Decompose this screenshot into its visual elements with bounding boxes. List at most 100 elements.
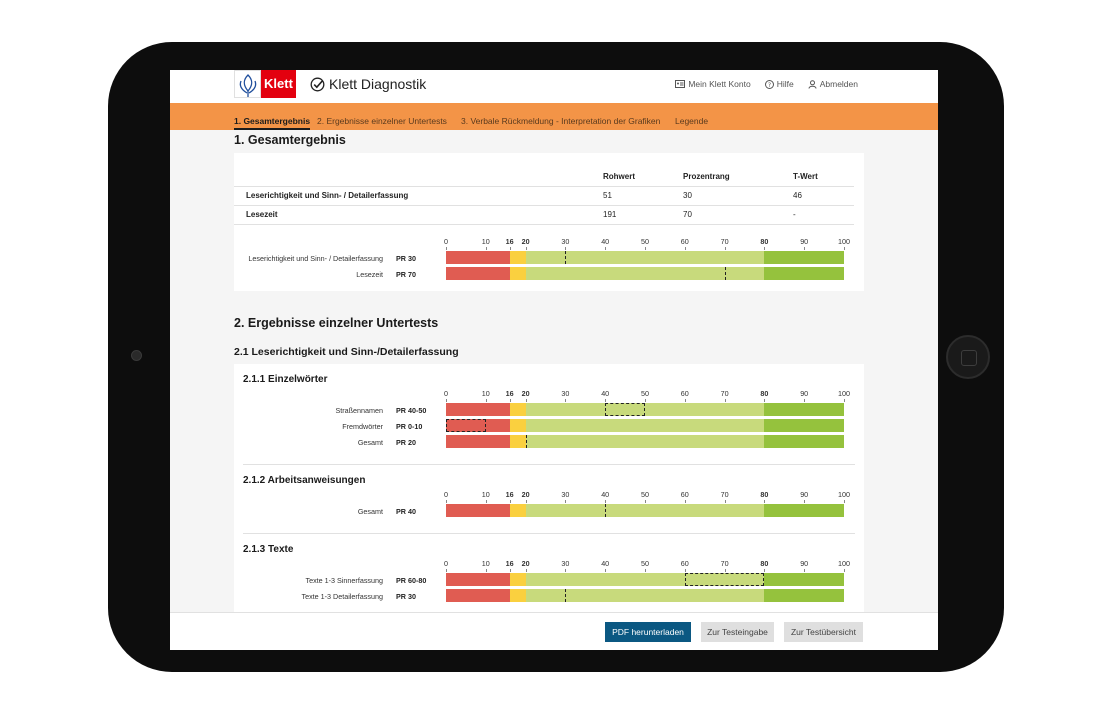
- scale-tick-label: 0: [444, 389, 448, 398]
- bar-segment: [525, 435, 765, 448]
- tab-bar: 1. Gesamtergebnis 2. Ergebnisse einzelne…: [170, 103, 938, 130]
- col-header-twert: T-Wert: [793, 172, 818, 181]
- check-circle-icon: [310, 77, 325, 92]
- percentile-bar: [446, 504, 844, 517]
- bar-segment: [509, 419, 526, 432]
- scale-tick-mark: [565, 247, 567, 250]
- scale-tick-mark: [565, 569, 567, 572]
- scale-tick-label: 0: [444, 559, 448, 568]
- help-icon: ?: [764, 79, 774, 89]
- table-divider: [234, 205, 854, 206]
- tab-legende[interactable]: Legende: [675, 116, 709, 126]
- bar-segment: [764, 573, 844, 586]
- bar-label: Texte 1-3 Detailerfassung: [301, 592, 383, 601]
- scale-tick-mark: [509, 399, 511, 402]
- leaf-icon: [234, 70, 261, 98]
- account-link[interactable]: Mein Klett Konto: [675, 79, 751, 89]
- bar-segment: [764, 251, 844, 264]
- scale-tick-mark: [764, 569, 766, 572]
- bar-segment: [446, 504, 510, 517]
- tab-verbale-rueckmeldung[interactable]: 3. Verbale Rückmeldung - Interpretation …: [461, 116, 661, 126]
- table-row-label: Lesezeit: [246, 210, 278, 219]
- footer-bar: PDF herunterladen Zur Testeingabe Zur Te…: [170, 612, 938, 650]
- group-title-texte: 2.1.3 Texte: [243, 544, 294, 555]
- scale-tick-mark: [525, 247, 527, 250]
- scale-tick-label: 20: [521, 559, 530, 568]
- scale-tick-label: 10: [481, 389, 490, 398]
- scale-tick-mark: [446, 500, 447, 503]
- percentile-value: PR 0-10: [396, 422, 423, 431]
- scale-tick-mark: [764, 399, 766, 402]
- scale-tick-label: 20: [521, 237, 530, 246]
- klett-logo[interactable]: Klett: [234, 70, 296, 98]
- scale-tick-mark: [764, 500, 766, 503]
- percentile-value: PR 60-80: [396, 576, 427, 585]
- bar-segment: [446, 573, 510, 586]
- bar-label: Texte 1-3 Sinnerfassung: [305, 576, 383, 585]
- scale-tick-mark: [684, 247, 686, 250]
- pdf-download-button[interactable]: PDF herunterladen: [605, 622, 691, 642]
- section-title-gesamtergebnis: 1. Gesamtergebnis: [234, 133, 346, 147]
- scale-tick-label: 30: [561, 490, 570, 499]
- percentile-bar: [446, 403, 844, 416]
- percentile-bar: [446, 267, 844, 280]
- scale-tick-mark: [446, 399, 447, 402]
- scale-tick-label: 20: [521, 389, 530, 398]
- svg-text:?: ?: [768, 82, 771, 89]
- scale-tick-label: 0: [444, 490, 448, 499]
- scale-tick-mark: [565, 399, 567, 402]
- top-bar: Klett Klett Diagnostik Mein Klett Konto …: [170, 70, 938, 103]
- id-card-icon: [675, 80, 686, 88]
- table-cell: 46: [793, 191, 802, 200]
- scale-tick-mark: [525, 569, 527, 572]
- scale-tick-label: 80: [760, 490, 769, 499]
- bar-segment: [764, 435, 844, 448]
- percentile-value: PR 20: [396, 438, 416, 447]
- scale-tick-label: 10: [481, 559, 490, 568]
- bar-label: Fremdwörter: [342, 422, 383, 431]
- summary-card: Rohwert Prozentrang T-Wert Leserichtigke…: [234, 153, 864, 291]
- scale-tick-label: 10: [481, 237, 490, 246]
- user-icon: [808, 79, 817, 89]
- scale-tick-mark: [724, 500, 726, 503]
- scale-tick-label: 60: [680, 237, 689, 246]
- percentile-value: PR 40-50: [396, 406, 427, 415]
- scale-tick-label: 80: [760, 559, 769, 568]
- main-content: 1. Gesamtergebnis Rohwert Prozentrang T-…: [170, 130, 938, 612]
- scale-tick-mark: [804, 247, 806, 250]
- help-link[interactable]: ? Hilfe: [764, 79, 794, 89]
- scale-tick-mark: [525, 500, 527, 503]
- scale-tick-label: 16: [505, 389, 514, 398]
- scale-tick-label: 100: [838, 559, 850, 568]
- percentile-bar: [446, 573, 844, 586]
- bar-segment: [509, 589, 526, 602]
- table-divider: [234, 224, 854, 225]
- home-button[interactable]: [946, 335, 990, 379]
- tab-gesamtergebnis[interactable]: 1. Gesamtergebnis: [234, 116, 311, 130]
- scale-tick-label: 30: [561, 559, 570, 568]
- bar-segment: [525, 419, 765, 432]
- value-marker: [724, 267, 726, 280]
- scale-tick-label: 60: [680, 389, 689, 398]
- scale-tick-label: 50: [641, 389, 649, 398]
- bar-label: Gesamt: [357, 507, 383, 516]
- tab-untertests[interactable]: 2. Ergebnisse einzelner Untertests: [317, 116, 447, 126]
- logout-link[interactable]: Abmelden: [808, 79, 858, 89]
- bar-label: Leserichtigkeit und Sinn- / Detailerfass…: [248, 254, 383, 263]
- scale-tick-label: 100: [838, 389, 850, 398]
- scale-tick-mark: [844, 247, 845, 250]
- scale-tick-mark: [485, 399, 487, 402]
- test-input-button[interactable]: Zur Testeingabe: [701, 622, 774, 642]
- scale-tick-mark: [684, 569, 686, 572]
- value-marker: [605, 504, 607, 517]
- test-overview-button[interactable]: Zur Testübersicht: [784, 622, 863, 642]
- bar-label: Straßennamen: [335, 406, 383, 415]
- scale-tick-label: 50: [641, 490, 649, 499]
- section-title-untertests: 2. Ergebnisse einzelner Untertests: [234, 316, 439, 330]
- scale-tick-mark: [804, 399, 806, 402]
- scale-tick-label: 40: [601, 237, 610, 246]
- scale-tick-mark: [605, 569, 607, 572]
- scale-tick-label: 16: [505, 559, 514, 568]
- value-marker: [525, 435, 527, 448]
- group-divider: [243, 533, 855, 534]
